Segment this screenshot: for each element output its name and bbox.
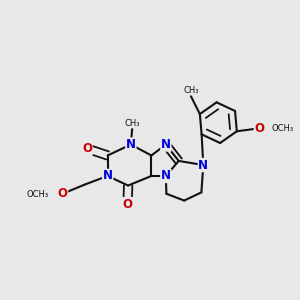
Text: O: O	[254, 122, 264, 135]
Text: O: O	[58, 187, 68, 200]
Text: CH₃: CH₃	[124, 119, 140, 128]
Text: N: N	[126, 138, 136, 151]
Text: N: N	[103, 169, 112, 182]
Text: CH₃: CH₃	[183, 86, 199, 95]
Text: N: N	[198, 158, 208, 172]
Text: OCH₃: OCH₃	[271, 124, 293, 133]
Text: O: O	[82, 142, 92, 155]
Text: O: O	[123, 198, 133, 211]
Text: N: N	[161, 169, 171, 182]
Text: OCH₃: OCH₃	[27, 190, 49, 199]
Text: N: N	[161, 138, 171, 151]
